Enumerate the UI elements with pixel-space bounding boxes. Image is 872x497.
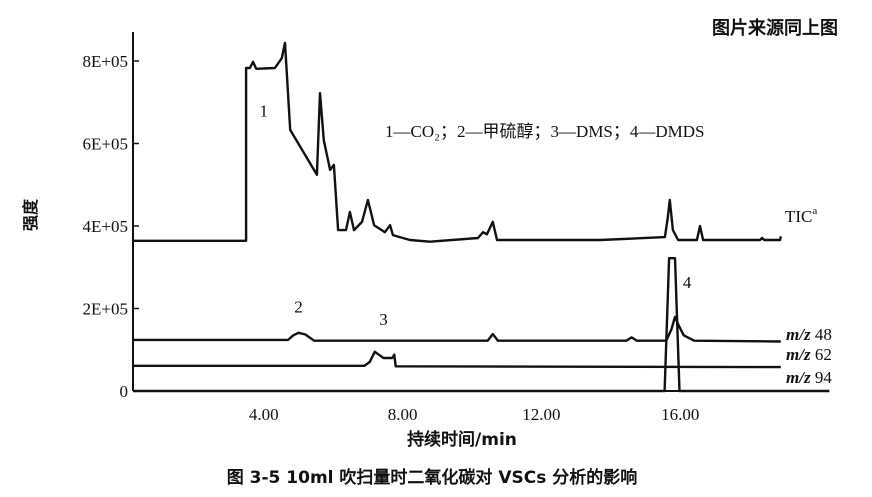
- series-label: m/z 94: [786, 368, 832, 387]
- figure-caption: 图 3-5 10ml 吹扫量时二氧化碳对 VSCs 分析的影响: [227, 467, 638, 488]
- y-tick-label: 4E+05: [83, 217, 128, 236]
- peak-label: 2: [294, 298, 303, 317]
- y-tick-label: 0: [120, 382, 129, 401]
- series-label: m/z 48: [786, 325, 832, 344]
- x-tick-label: 12.00: [522, 405, 560, 424]
- y-axis-label: 强度: [21, 198, 40, 231]
- x-tick-label: 8.00: [388, 405, 418, 424]
- x-tick-label: 4.00: [249, 405, 279, 424]
- series-label: TICa: [785, 205, 817, 226]
- peak-label: 4: [683, 273, 692, 292]
- y-tick-label: 2E+05: [83, 300, 128, 319]
- x-axis-label: 持续时间/min: [407, 429, 517, 450]
- peak-label: 3: [379, 310, 388, 329]
- trace-m-z-94: [133, 257, 830, 393]
- peak-label: 1: [260, 102, 269, 121]
- legend-text: 1—CO₂；2—甲硫醇；3—DMS；4—DMDS: [385, 122, 705, 141]
- trace-m-z-48: [133, 315, 781, 343]
- y-tick-label: 6E+05: [83, 135, 128, 154]
- source-note: 图片来源同上图: [712, 17, 838, 39]
- y-tick-label: 8E+05: [83, 52, 128, 71]
- trace-tic: [133, 41, 782, 243]
- trace-m-z-62: [133, 350, 781, 369]
- series-label: m/z 62: [786, 345, 832, 364]
- x-tick-label: 16.00: [661, 405, 699, 424]
